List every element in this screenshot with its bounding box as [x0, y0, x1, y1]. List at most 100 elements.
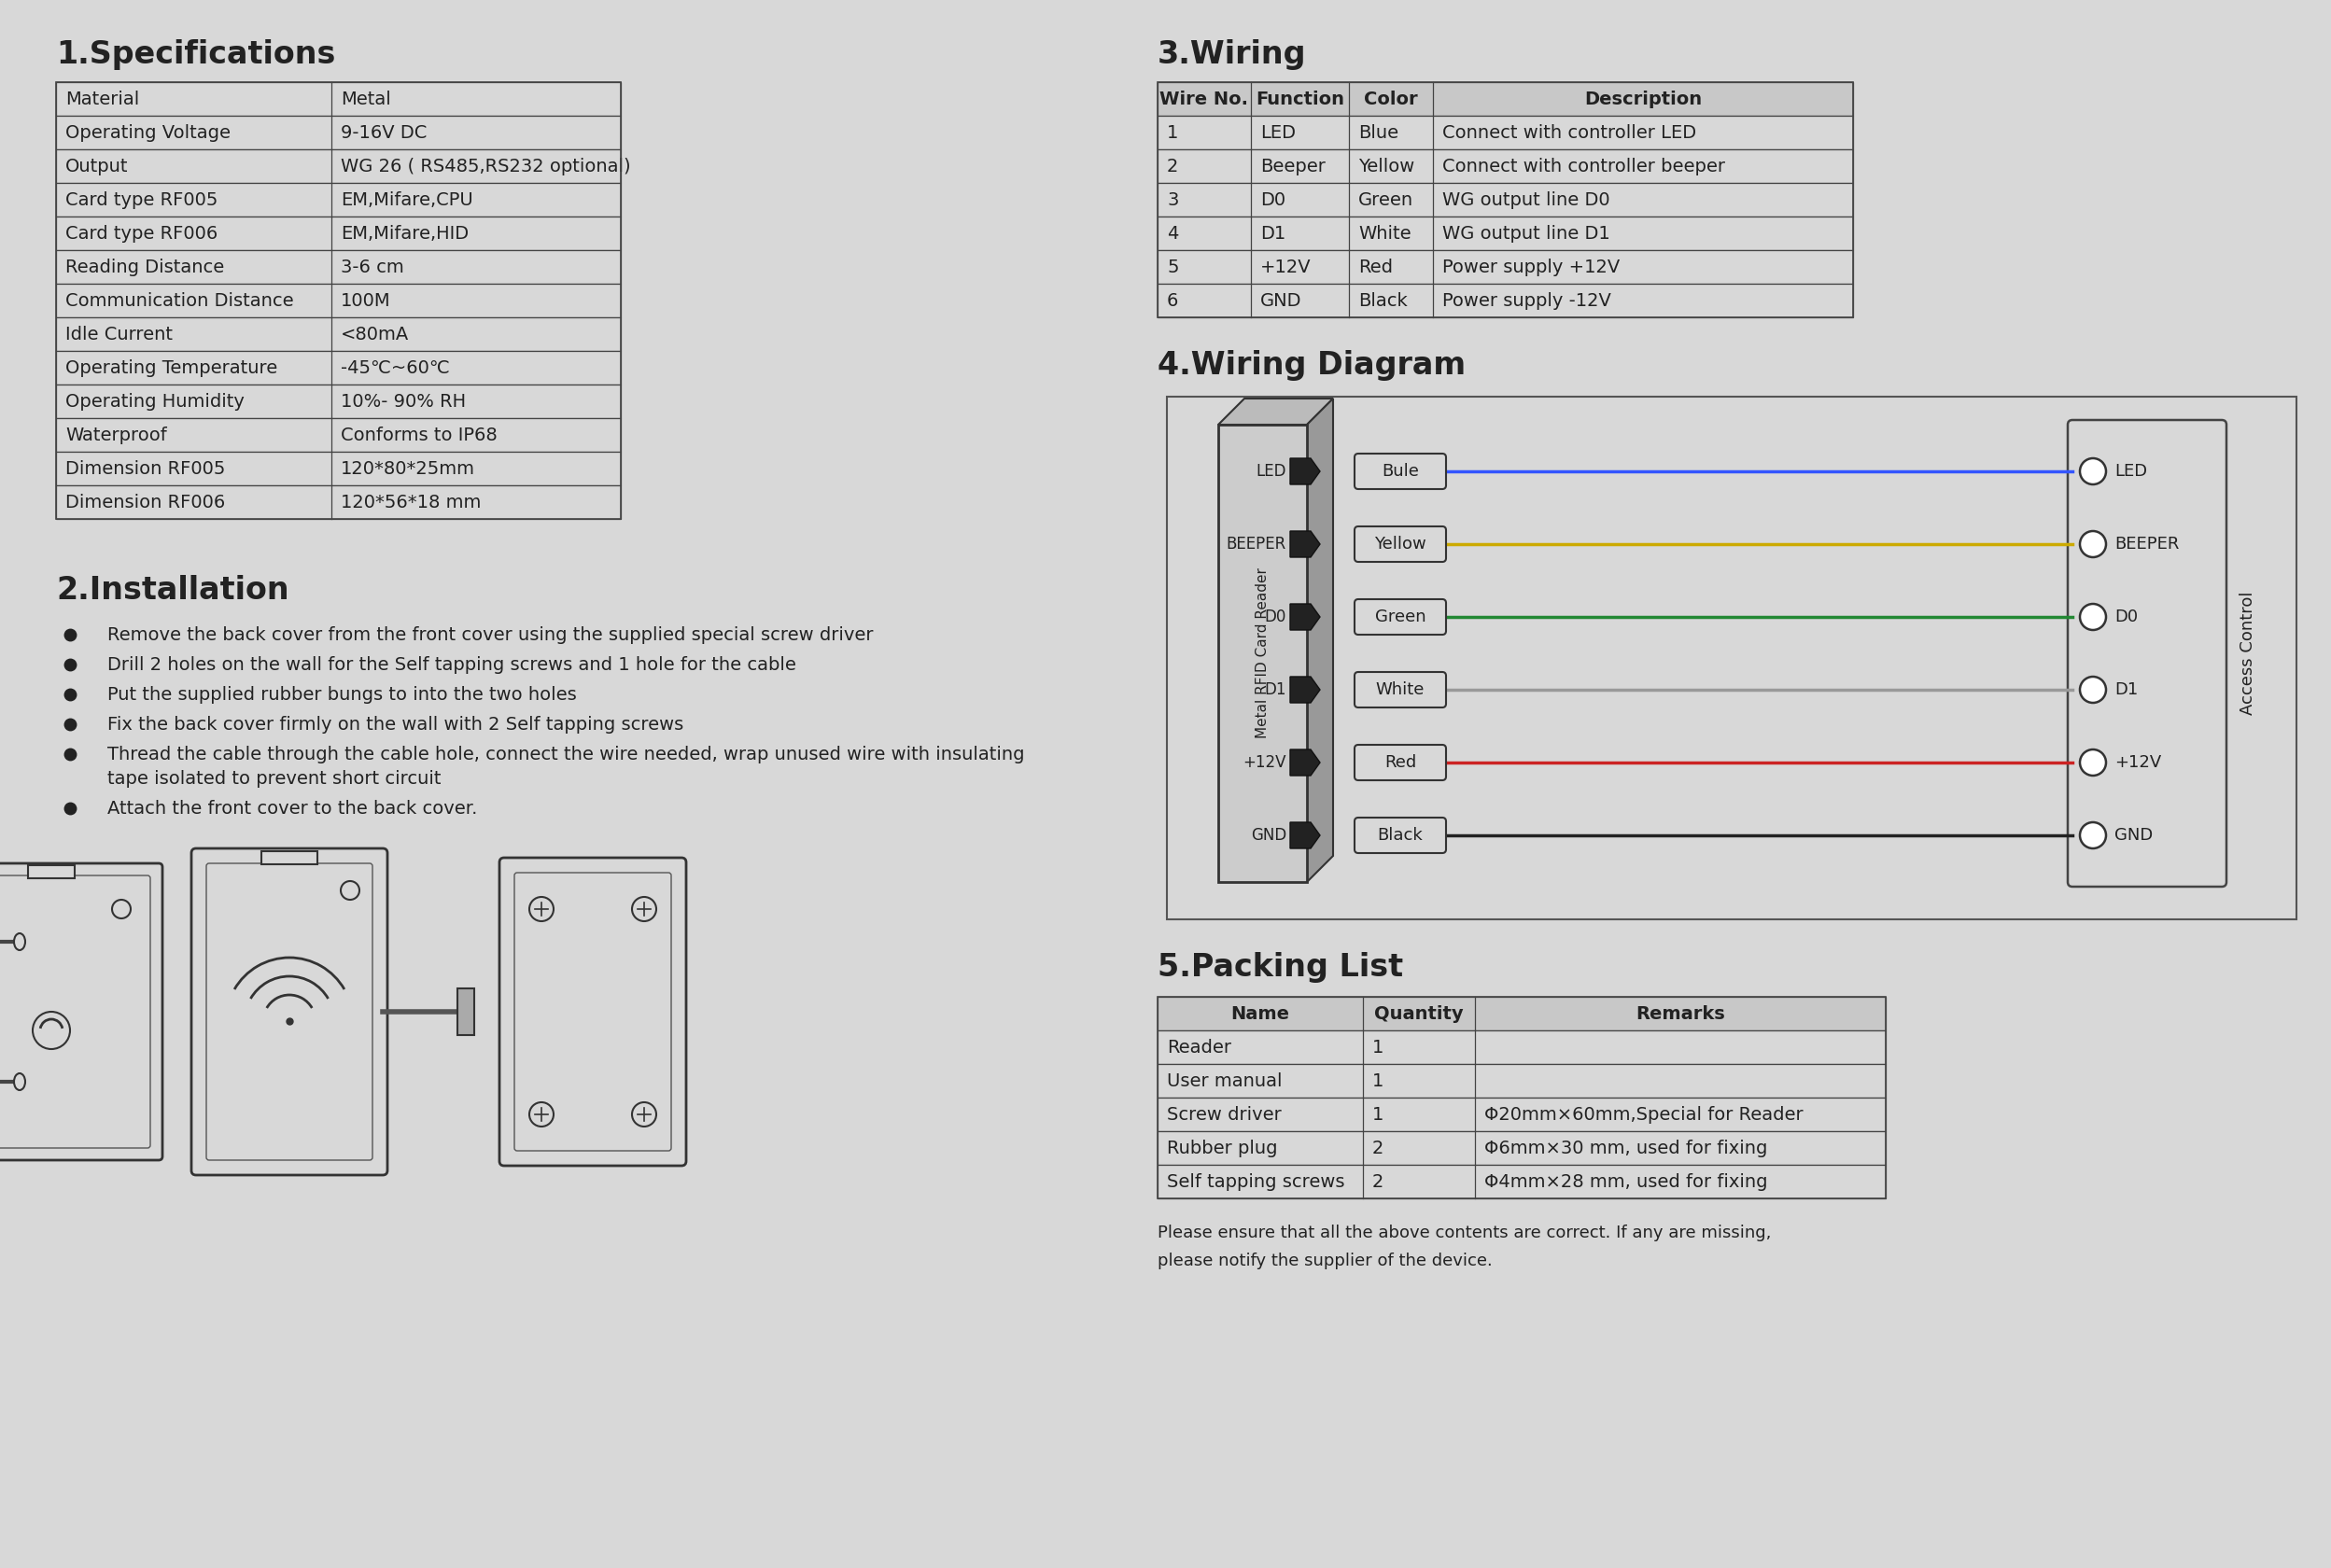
Bar: [1159, 82, 1853, 116]
Circle shape: [340, 881, 359, 900]
Bar: [1159, 149, 1853, 183]
Text: Name: Name: [1231, 1005, 1289, 1022]
Circle shape: [2079, 458, 2105, 485]
Text: Yellow: Yellow: [1359, 157, 1415, 176]
Bar: [56, 183, 620, 216]
Text: 120*80*25mm: 120*80*25mm: [340, 459, 476, 477]
Polygon shape: [1289, 604, 1319, 630]
Text: WG output line D1: WG output line D1: [1443, 224, 1611, 241]
Text: Operating Temperature: Operating Temperature: [65, 359, 277, 376]
Text: Access Control: Access Control: [2240, 591, 2256, 715]
Text: Please ensure that all the above contents are correct. If any are missing,: Please ensure that all the above content…: [1159, 1225, 1772, 1242]
Text: +12V: +12V: [1261, 259, 1312, 276]
Text: Bule: Bule: [1382, 463, 1420, 480]
Text: 1: 1: [1373, 1073, 1385, 1090]
Bar: [1159, 1065, 1886, 1098]
Text: 6: 6: [1168, 292, 1179, 309]
FancyBboxPatch shape: [191, 848, 387, 1174]
Circle shape: [2079, 532, 2105, 557]
Bar: [1168, 397, 2296, 919]
Bar: [1159, 183, 1853, 216]
Bar: [1159, 1030, 1886, 1065]
FancyBboxPatch shape: [499, 858, 685, 1165]
Text: Metal: Metal: [340, 89, 392, 108]
Circle shape: [2079, 677, 2105, 702]
Bar: [56, 419, 620, 452]
Text: Green: Green: [1375, 608, 1427, 626]
FancyBboxPatch shape: [515, 873, 671, 1151]
Text: WG output line D0: WG output line D0: [1443, 191, 1611, 209]
Text: Conforms to IP68: Conforms to IP68: [340, 426, 497, 444]
Text: Material: Material: [65, 89, 140, 108]
Bar: [1159, 997, 1886, 1030]
FancyBboxPatch shape: [1354, 453, 1445, 489]
FancyBboxPatch shape: [1354, 527, 1445, 561]
Text: Red: Red: [1385, 754, 1417, 771]
Text: Attach the front cover to the back cover.: Attach the front cover to the back cover…: [107, 800, 478, 817]
Text: 1: 1: [1373, 1038, 1385, 1057]
Text: GND: GND: [1261, 292, 1301, 309]
FancyBboxPatch shape: [0, 875, 149, 1148]
Text: EM,Mifare,HID: EM,Mifare,HID: [340, 224, 469, 241]
Polygon shape: [1289, 750, 1319, 776]
Text: 3: 3: [1168, 191, 1179, 209]
Text: D0: D0: [1266, 608, 1287, 626]
Text: Power supply -12V: Power supply -12V: [1443, 292, 1611, 309]
Text: Operating Humidity: Operating Humidity: [65, 392, 245, 411]
Text: Description: Description: [1585, 89, 1702, 108]
Bar: [457, 988, 473, 1035]
Text: Yellow: Yellow: [1375, 536, 1427, 552]
Circle shape: [112, 900, 131, 919]
Text: 10%- 90% RH: 10%- 90% RH: [340, 392, 466, 411]
Text: 4.Wiring Diagram: 4.Wiring Diagram: [1159, 350, 1466, 381]
Text: White: White: [1375, 682, 1424, 698]
Bar: [56, 82, 620, 116]
Bar: [1159, 116, 1853, 149]
Text: Self tapping screws: Self tapping screws: [1168, 1173, 1345, 1190]
Bar: [56, 384, 620, 419]
Polygon shape: [1219, 398, 1333, 425]
Text: GND: GND: [2114, 826, 2154, 844]
Text: 2: 2: [1168, 157, 1179, 176]
Text: Communication Distance: Communication Distance: [65, 292, 294, 309]
Bar: [1159, 1131, 1886, 1165]
Text: User manual: User manual: [1168, 1073, 1282, 1090]
Bar: [1159, 251, 1853, 284]
Bar: [1159, 1165, 1886, 1198]
Text: White: White: [1359, 224, 1410, 241]
Text: please notify the supplier of the device.: please notify the supplier of the device…: [1159, 1253, 1492, 1270]
Bar: [56, 284, 620, 317]
Text: Reading Distance: Reading Distance: [65, 259, 224, 276]
Text: Metal RFID Card Reader: Metal RFID Card Reader: [1256, 568, 1270, 739]
Text: LED: LED: [2114, 463, 2147, 480]
Text: Fix the back cover firmly on the wall with 2 Self tapping screws: Fix the back cover firmly on the wall wi…: [107, 717, 683, 734]
Text: 120*56*18 mm: 120*56*18 mm: [340, 494, 480, 511]
Text: 5: 5: [1168, 259, 1179, 276]
Text: Black: Black: [1359, 292, 1408, 309]
Text: Screw driver: Screw driver: [1168, 1105, 1282, 1123]
Bar: [261, 851, 317, 864]
Text: D1: D1: [2114, 682, 2138, 698]
Text: tape isolated to prevent short circuit: tape isolated to prevent short circuit: [107, 770, 441, 787]
Text: +12V: +12V: [2114, 754, 2161, 771]
Text: Card type RF005: Card type RF005: [65, 191, 217, 209]
Text: Drill 2 holes on the wall for the Self tapping screws and 1 hole for the cable: Drill 2 holes on the wall for the Self t…: [107, 655, 797, 674]
Ellipse shape: [14, 933, 26, 950]
FancyBboxPatch shape: [2068, 420, 2226, 886]
Text: Thread the cable through the cable hole, connect the wire needed, wrap unused wi: Thread the cable through the cable hole,…: [107, 746, 1026, 764]
Text: Reader: Reader: [1168, 1038, 1231, 1057]
Bar: [56, 82, 620, 519]
Text: Blue: Blue: [1359, 124, 1399, 141]
Text: Quantity: Quantity: [1375, 1005, 1464, 1022]
Text: 2.Installation: 2.Installation: [56, 575, 289, 605]
FancyBboxPatch shape: [1354, 817, 1445, 853]
Text: Card type RF006: Card type RF006: [65, 224, 217, 241]
Circle shape: [529, 897, 552, 920]
Text: Red: Red: [1359, 259, 1394, 276]
Text: D1: D1: [1261, 224, 1287, 241]
Circle shape: [632, 897, 657, 920]
Text: 3.Wiring: 3.Wiring: [1159, 39, 1305, 71]
Polygon shape: [1289, 822, 1319, 848]
Text: Remove the back cover from the front cover using the supplied special screw driv: Remove the back cover from the front cov…: [107, 626, 874, 644]
Text: Idle Current: Idle Current: [65, 325, 172, 343]
